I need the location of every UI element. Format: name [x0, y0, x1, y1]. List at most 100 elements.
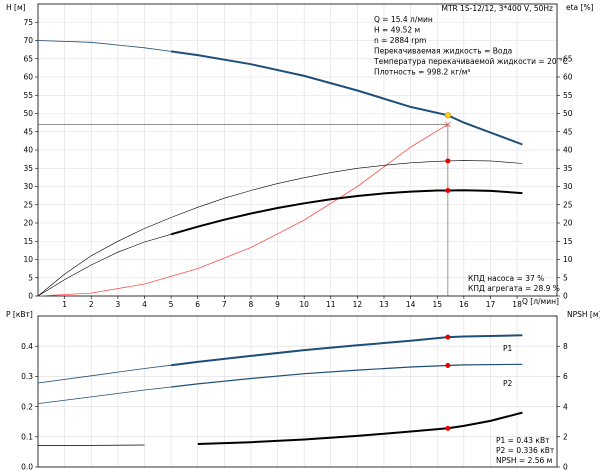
bottom-series — [37, 334, 523, 446]
bottom-y2-axis-label: NPSH [м] — [567, 310, 600, 319]
p2-curve-thin — [37, 386, 172, 404]
y2-tick-label: 30 — [563, 182, 573, 191]
npsh-curve — [197, 411, 523, 445]
p1-curve — [170, 334, 523, 367]
y-tick-label: 70 — [23, 36, 33, 45]
x-tick-label: 1 — [62, 300, 67, 309]
y2-tick-label: 10 — [563, 255, 573, 264]
y2-tick-label: 55 — [563, 91, 573, 100]
y-tick-label: 15 — [23, 237, 33, 246]
chart-title: MTR 1S-12/12, 3*400 V, 50Hz — [441, 4, 553, 13]
y-tick-label: 40 — [23, 146, 33, 155]
x-tick-label: 15 — [432, 300, 442, 309]
y-tick-label: 60 — [23, 73, 33, 82]
npsh-readout: NPSH = 2.56 м — [496, 456, 552, 465]
x-tick-label: 2 — [89, 300, 94, 309]
duty-point-p2 — [445, 363, 451, 369]
x-tick-label: 14 — [406, 300, 416, 309]
p2-curve — [171, 363, 523, 388]
p2-readout: P2 = 0.336 кВт — [496, 446, 555, 455]
y2-tick-label: 4 — [563, 402, 568, 411]
y-tick-label: 45 — [23, 127, 33, 136]
y-tick-label: 20 — [23, 219, 33, 228]
y2-tick-label: 5 — [563, 273, 568, 282]
y2-tick-label: 50 — [563, 109, 573, 118]
y2-tick-label: 65 — [563, 54, 573, 63]
y2-tick-label: 6 — [563, 372, 568, 381]
top-x-axis-label: Q [л/мин] — [522, 297, 559, 306]
info-line: H = 49.52 м — [374, 26, 420, 35]
duty-point-pump-efficiency — [445, 158, 451, 164]
top-series — [37, 40, 523, 297]
y-tick-label: 0.1 — [21, 433, 33, 442]
legend-p2: P2 — [503, 379, 513, 388]
duty-point-npsh — [445, 425, 451, 431]
y-tick-label: 55 — [23, 91, 33, 100]
x-tick-label: 18 — [512, 300, 522, 309]
x-tick-label: 10 — [299, 300, 309, 309]
npsh-curve-thin — [37, 444, 145, 446]
y2-tick-label: 0 — [563, 292, 568, 301]
top-operating-points — [444, 112, 451, 194]
y-tick-label: 5 — [28, 273, 33, 282]
power-readout: P1 = 0.43 кВт P2 = 0.336 кВт NPSH = 2.56… — [496, 436, 555, 465]
x-tick-label: 11 — [326, 300, 336, 309]
y2-tick-label: 2 — [563, 433, 568, 442]
duty-point-unit-efficiency — [445, 188, 451, 194]
pump-efficiency-readout: КПД насоса = 37 % — [468, 274, 544, 283]
x-tick-label: 5 — [169, 300, 174, 309]
x-tick-label: 12 — [353, 300, 363, 309]
y-tick-label: 0.0 — [21, 463, 33, 472]
y-tick-label: 10 — [23, 255, 33, 264]
y2-tick-label: 8 — [563, 342, 568, 351]
x-tick-label: 9 — [275, 300, 280, 309]
legend-p1: P1 — [503, 344, 513, 353]
unit-efficiency-curve-thin — [37, 234, 172, 297]
y2-tick-label: 60 — [563, 73, 573, 82]
y-tick-label: 35 — [23, 164, 33, 173]
y2-tick-label: 40 — [563, 146, 573, 155]
info-block: Q = 15.4 л/мин H = 49.52 м n = 2884 rpm … — [373, 15, 568, 77]
y-tick-label: 25 — [23, 200, 33, 209]
x-tick-label: 17 — [486, 300, 496, 309]
x-tick-label: 3 — [115, 300, 120, 309]
y-tick-label: 75 — [23, 18, 33, 27]
info-line: Плотность = 998.2 кг/м³ — [374, 68, 470, 77]
y-tick-label: 50 — [23, 109, 33, 118]
y2-tick-label: 35 — [563, 164, 573, 173]
p1-curve-thin — [37, 364, 172, 384]
p1-readout: P1 = 0.43 кВт — [496, 436, 550, 445]
y-tick-label: 0 — [28, 292, 33, 301]
y-tick-label: 30 — [23, 182, 33, 191]
system-curve — [37, 124, 449, 297]
bottom-operating-points — [445, 334, 451, 431]
x-tick-label: 7 — [222, 300, 227, 309]
x-tick-label: 4 — [142, 300, 147, 309]
bottom-chart: 0.0 0.1 0.2 0.3 0.4 0 2 4 6 8 P [кВт] NPSH [м] P1… — [6, 310, 600, 472]
y-tick-label: 65 — [23, 54, 33, 63]
bottom-axis-ticks: 0.0 0.1 0.2 0.3 0.4 0 2 4 6 8 — [21, 342, 568, 472]
head-curve — [170, 50, 523, 146]
bottom-plot-frame — [37, 315, 558, 468]
info-line: Q = 15.4 л/мин — [374, 15, 433, 24]
top-chart: 1 2 3 4 5 6 7 8 9 10 11 12 13 14 15 16 17 180510152025303… — [6, 3, 594, 309]
efficiency-readout: КПД насоса = 37 % КПД агрегата = 28.9 % — [468, 274, 560, 293]
info-line: Перекачиваемая жидкость = Вода — [374, 47, 512, 56]
info-line: n = 2884 rpm — [374, 36, 426, 45]
y-tick-label: 0.4 — [21, 342, 33, 351]
system-curve-marker — [445, 121, 451, 128]
bottom-y-axis-label: P [кВт] — [6, 310, 33, 319]
unit-efficiency-readout: КПД агрегата = 28.9 % — [468, 284, 560, 293]
x-tick-label: 8 — [249, 300, 254, 309]
duty-point-p1 — [445, 334, 451, 340]
x-tick-label: 16 — [459, 300, 469, 309]
y2-tick-label: 15 — [563, 237, 573, 246]
top-y-axis-label: H [м] — [6, 3, 26, 12]
x-tick-label: 6 — [195, 300, 200, 309]
y2-tick-label: 25 — [563, 200, 573, 209]
y2-tick-label: 45 — [563, 127, 573, 136]
y-tick-label: 0.2 — [21, 402, 33, 411]
top-axis-ticks: 1 2 3 4 5 6 7 8 9 10 11 12 13 14 15 16 17 180510152025303… — [23, 18, 572, 309]
x-tick-label: 13 — [379, 300, 389, 309]
